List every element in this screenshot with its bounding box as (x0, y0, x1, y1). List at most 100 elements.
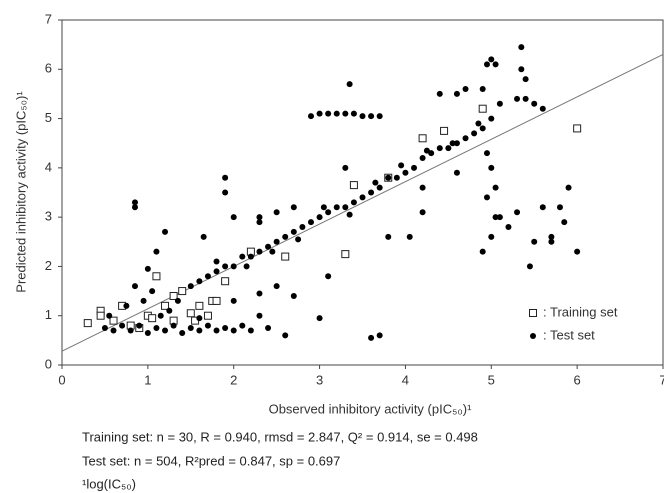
data-point (166, 307, 173, 314)
data-point (539, 204, 546, 211)
data-point (316, 214, 323, 221)
data-point (127, 327, 134, 334)
data-point (101, 325, 108, 332)
data-point (187, 283, 194, 290)
footnote: Test set: n = 504, R²pred = 0.847, sp = … (82, 453, 340, 468)
data-point (273, 209, 280, 216)
data-point (203, 311, 212, 320)
data-point (462, 135, 469, 142)
data-point (307, 219, 314, 226)
data-point (368, 334, 375, 341)
data-point (282, 332, 289, 339)
data-point (136, 322, 143, 329)
legend-marker (530, 333, 536, 339)
data-point (423, 147, 430, 154)
data-point (131, 283, 138, 290)
data-point (169, 292, 178, 300)
data-point (157, 312, 164, 319)
footnote: Training set: n = 30, R = 0.940, rmsd = … (82, 429, 478, 444)
data-point (325, 110, 332, 117)
data-point (368, 189, 375, 196)
data-point (290, 228, 297, 235)
data-point (548, 238, 555, 245)
data-point (488, 56, 495, 63)
x-tick-label: 6 (574, 372, 581, 387)
data-point (505, 224, 512, 230)
data-point (162, 228, 169, 235)
data-point (342, 110, 349, 117)
data-point (221, 277, 230, 286)
plot-frame (61, 19, 664, 366)
data-point (376, 113, 383, 120)
data-point (346, 211, 353, 218)
y-axis-title: Predicted inhibitory activity (pIC₅₀)¹ (13, 91, 28, 293)
data-point (273, 238, 280, 245)
data-point (239, 322, 246, 329)
data-point (256, 219, 263, 226)
data-point (440, 126, 449, 135)
data-point (316, 315, 323, 322)
data-point (471, 130, 478, 137)
data-point (282, 233, 289, 240)
data-point (342, 164, 349, 171)
data-point (213, 268, 220, 275)
data-point (350, 199, 357, 206)
data-point (419, 209, 426, 216)
data-point (200, 233, 207, 240)
data-point (483, 61, 490, 68)
data-point (212, 296, 221, 305)
x-tick-label: 0 (58, 372, 65, 387)
data-point (174, 297, 181, 304)
data-point (290, 293, 297, 299)
data-point (265, 325, 272, 332)
data-point (350, 110, 357, 117)
data-point (195, 301, 204, 310)
data-point (376, 332, 383, 339)
data-point (186, 309, 195, 318)
data-point (307, 113, 314, 120)
x-tick-label: 4 (402, 372, 409, 387)
data-point (179, 329, 186, 336)
data-point (144, 329, 151, 336)
y-tick-label: 0 (45, 356, 52, 371)
data-point (349, 181, 358, 190)
data-point (243, 263, 250, 270)
data-point (131, 199, 138, 206)
data-point (406, 233, 413, 240)
data-point (488, 233, 495, 240)
data-point (333, 110, 340, 117)
x-tick-label: 7 (659, 372, 664, 387)
data-point (230, 214, 237, 221)
data-point (239, 253, 246, 260)
data-point (196, 278, 203, 285)
data-point (162, 327, 169, 334)
data-point (393, 174, 400, 181)
data-point (445, 145, 452, 152)
data-point (522, 76, 529, 83)
x-tick-label: 5 (488, 372, 495, 387)
data-point (196, 327, 203, 334)
data-point (153, 325, 160, 332)
data-point (325, 273, 332, 280)
data-point (488, 115, 495, 122)
data-point (187, 325, 194, 332)
data-point (368, 113, 375, 120)
data-point (106, 312, 113, 319)
data-point (213, 258, 220, 265)
data-point (170, 322, 177, 329)
data-point (140, 297, 147, 304)
data-point (178, 287, 187, 296)
data-point (299, 224, 306, 230)
data-point (131, 204, 138, 211)
data-point (123, 302, 130, 309)
data-point (342, 204, 349, 211)
data-point (565, 184, 572, 191)
data-point (419, 184, 426, 191)
data-point (539, 105, 546, 112)
y-tick-label: 1 (45, 307, 52, 322)
footnote: ¹log(IC₅₀) (82, 476, 136, 491)
data-point (418, 134, 427, 143)
data-point (419, 155, 426, 161)
data-point (346, 81, 353, 88)
data-point (273, 283, 280, 290)
